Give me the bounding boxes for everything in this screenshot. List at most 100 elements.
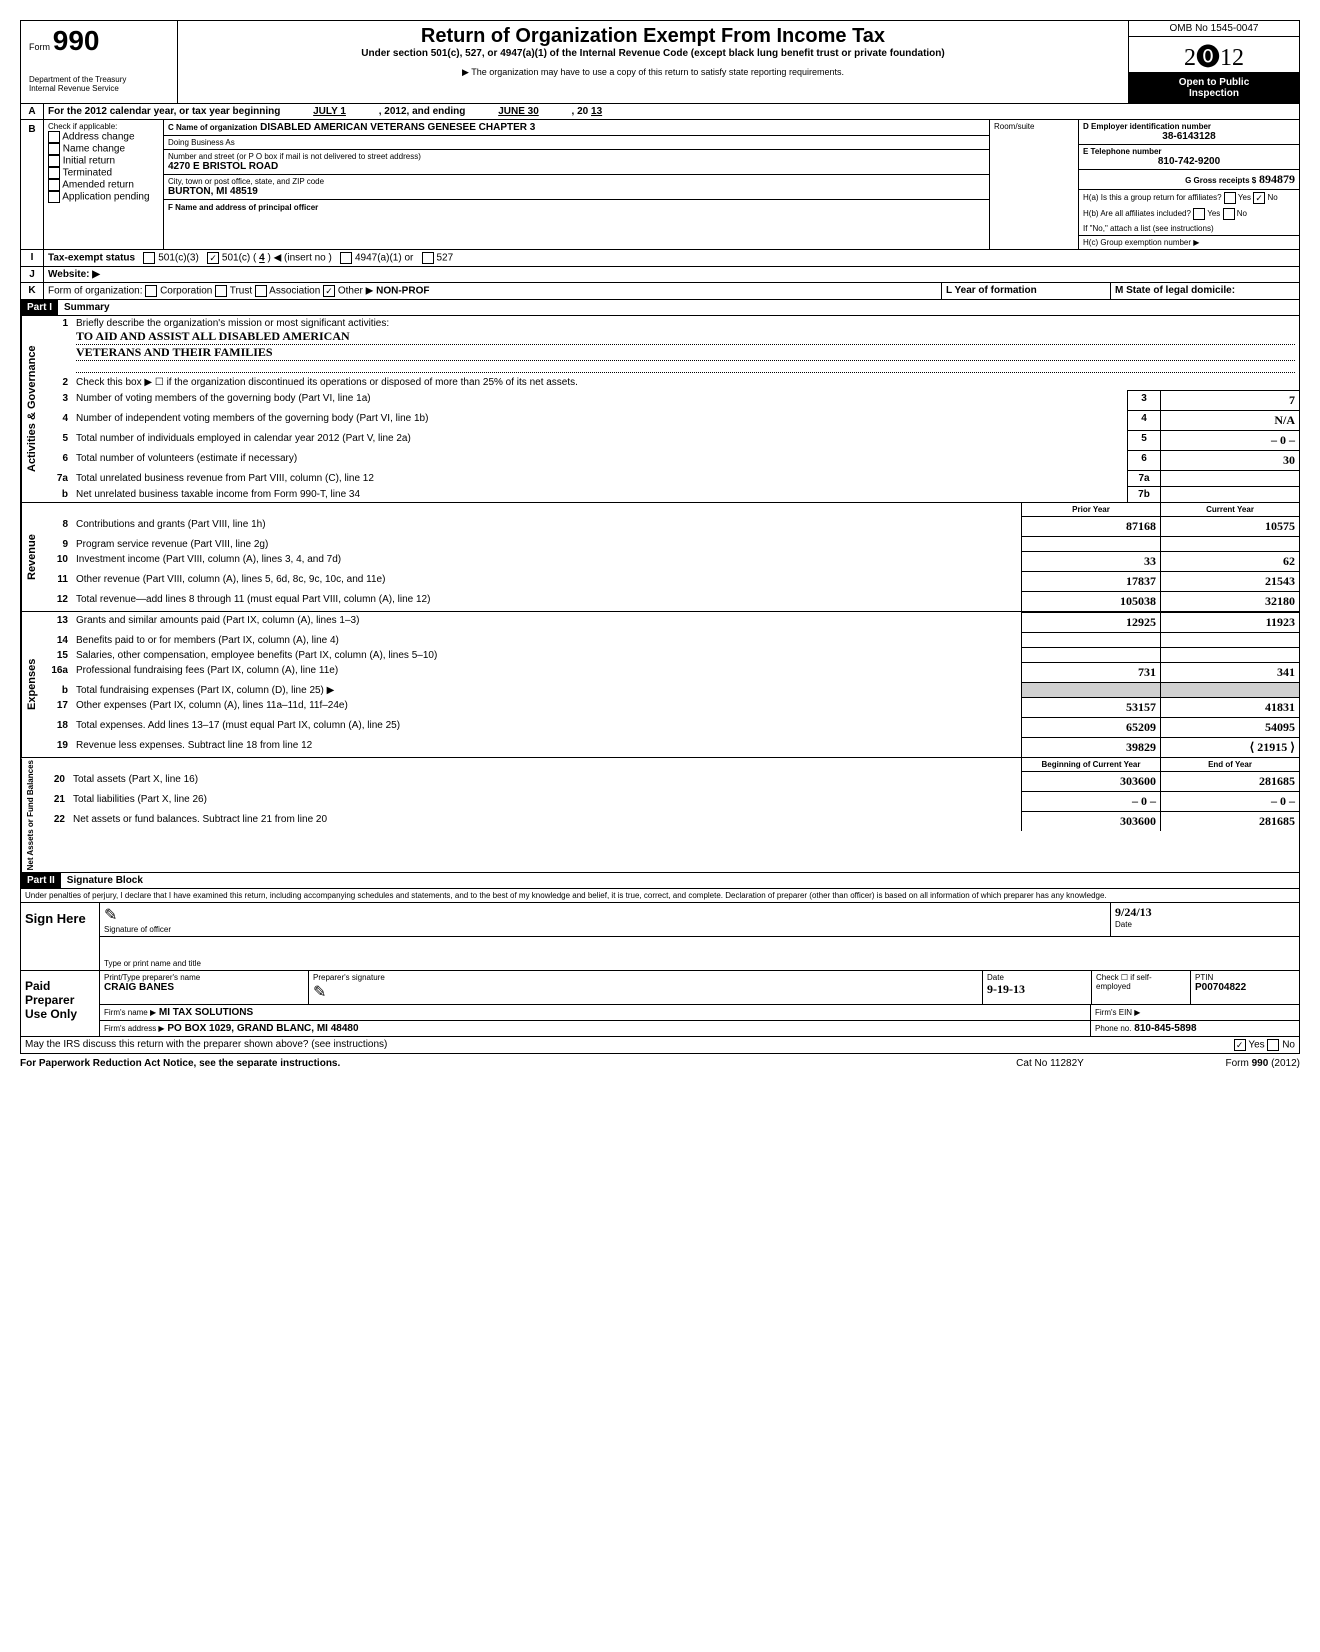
sign-date-value: 9/24/13 (1115, 905, 1295, 920)
ha-no-checkbox[interactable]: ✓ (1253, 192, 1265, 204)
room-col: Room/suite (989, 120, 1079, 249)
preparer-signature[interactable]: ✎ (313, 982, 978, 1002)
hb-yes-checkbox[interactable] (1193, 208, 1205, 220)
discuss-no-checkbox[interactable] (1267, 1039, 1279, 1051)
section-b-h: B Check if applicable: Address change Na… (20, 120, 1300, 250)
discuss-yes-checkbox[interactable]: ✓ (1234, 1039, 1246, 1051)
ptin-value: P00704822 (1195, 982, 1295, 993)
governance-table: 1 Briefly describe the organization's mi… (42, 316, 1299, 502)
prep-date-value: 9-19-13 (987, 982, 1087, 997)
4947-checkbox[interactable] (340, 252, 352, 264)
q1-label: Briefly describe the organization's miss… (76, 318, 1295, 329)
firm-phone: 810-845-5898 (1134, 1023, 1196, 1034)
open-label: Open to Public (1133, 77, 1295, 88)
irs: Internal Revenue Service (29, 84, 169, 93)
net-assets-section: Net Assets or Fund Balances Beginning of… (20, 758, 1300, 873)
hb-no-checkbox[interactable] (1223, 208, 1235, 220)
ha-yes-checkbox[interactable] (1224, 192, 1236, 204)
hb-label: H(b) Are all affiliates included? (1083, 209, 1191, 218)
g-label: G Gross receipts $ (1185, 176, 1256, 185)
line-10: 10Investment income (Part VIII, column (… (42, 552, 1299, 572)
website-label: Website: ▶ (44, 267, 1299, 282)
other-checkbox[interactable]: ✓ (323, 285, 335, 297)
line-6: 6Total number of volunteers (estimate if… (42, 451, 1299, 471)
vlabel-expenses: Expenses (21, 612, 42, 757)
line-22: 22Net assets or fund balances. Subtract … (39, 812, 1299, 832)
part1-header-row: Part I Summary (20, 300, 1300, 316)
line-a-yr: 13 (591, 106, 602, 117)
line-7a: 7aTotal unrelated business revenue from … (42, 471, 1299, 487)
form-number-box: Form 990 Department of the Treasury Inte… (21, 21, 178, 103)
sign-date-label: Date (1115, 920, 1295, 929)
row-label-i: I (21, 250, 44, 266)
corp-checkbox[interactable] (145, 285, 157, 297)
form-footer: Form 990 (2012) (1150, 1058, 1300, 1069)
prep-name: CRAIG BANES (104, 982, 304, 993)
net-assets-table: Beginning of Current Year End of Year 20… (39, 758, 1299, 831)
part2-title: Signature Block (61, 873, 149, 888)
q1-answer-2: VETERANS AND THEIR FAMILIES (76, 345, 1295, 361)
vlabel-net: Net Assets or Fund Balances (21, 758, 39, 872)
form-prefix: Form (29, 42, 50, 52)
501c-number: 4 (259, 253, 265, 264)
form-header: Form 990 Department of the Treasury Inte… (20, 20, 1300, 104)
check-pending[interactable]: Application pending (48, 191, 159, 203)
subtitle: Under section 501(c), 527, or 4947(a)(1)… (182, 48, 1124, 59)
line-9: 9Program service revenue (Part VIII, lin… (42, 537, 1299, 552)
cat-no: Cat No 11282Y (950, 1058, 1150, 1069)
501c3-checkbox[interactable] (143, 252, 155, 264)
gross-receipts: 894879 (1259, 172, 1295, 186)
officer-signature[interactable]: ✎ (104, 905, 1106, 925)
check-initial[interactable]: Initial return (48, 155, 159, 167)
dept-treasury: Department of the Treasury (29, 75, 169, 84)
line-a-begin: JULY 1 (283, 106, 376, 117)
line-7b: bNet unrelated business taxable income f… (42, 487, 1299, 503)
footer-row: For Paperwork Reduction Act Notice, see … (20, 1054, 1300, 1073)
title-box: Return of Organization Exempt From Incom… (178, 21, 1128, 103)
line-k: K Form of organization: Corporation Trus… (20, 283, 1300, 300)
c-label: C Name of organization (168, 123, 257, 132)
note: ▶ The organization may have to use a cop… (182, 67, 1124, 78)
year: 2⓿201212 (1129, 37, 1299, 73)
line-14: 14Benefits paid to or for members (Part … (42, 633, 1299, 648)
line-20: 20Total assets (Part X, line 16)30360028… (39, 772, 1299, 792)
open-public: Open to Public Inspection (1129, 73, 1299, 103)
firm-ein-label: Firm's EIN ▶ (1095, 1008, 1140, 1017)
check-self-employed[interactable]: Check ☐ if self-employed (1092, 971, 1191, 1004)
part1-title: Summary (58, 300, 116, 315)
line-13: 13Grants and similar amounts paid (Part … (42, 613, 1299, 633)
h-note: If "No," attach a list (see instructions… (1079, 222, 1299, 236)
e-label: E Telephone number (1083, 147, 1295, 156)
check-applicable-label: Check if applicable: (48, 122, 159, 131)
check-amended[interactable]: Amended return (48, 179, 159, 191)
d-label: D Employer identification number (1083, 122, 1295, 131)
line-11: 11Other revenue (Part VIII, column (A), … (42, 572, 1299, 592)
h-a-row: H(a) Is this a group return for affiliat… (1079, 190, 1299, 206)
part2-header-row: Part II Signature Block (20, 873, 1300, 889)
527-checkbox[interactable] (422, 252, 434, 264)
hc-label: H(c) Group exemption number ▶ (1079, 236, 1299, 249)
firm-name-label: Firm's name ▶ (104, 1008, 156, 1017)
check-terminated[interactable]: Terminated (48, 167, 159, 179)
assoc-checkbox[interactable] (255, 285, 267, 297)
sign-here-label: Sign Here (21, 903, 100, 970)
check-name[interactable]: Name change (48, 143, 159, 155)
501c-checkbox[interactable]: ✓ (207, 252, 219, 264)
phone-value: 810-742-9200 (1083, 156, 1295, 167)
line-19: 19Revenue less expenses. Subtract line 1… (42, 738, 1299, 758)
line-12: 12Total revenue—add lines 8 through 11 (… (42, 592, 1299, 612)
line-8: 8Contributions and grants (Part VIII, li… (42, 517, 1299, 537)
type-name-label: Type or print name and title (104, 959, 1295, 968)
sign-here-block: Sign Here ✎ Signature of officer 9/24/13… (20, 903, 1300, 971)
name-addr-col: C Name of organization DISABLED AMERICAN… (164, 120, 989, 249)
ptin-label: PTIN (1195, 973, 1295, 982)
current-year-header: Current Year (1161, 503, 1300, 517)
main-title: Return of Organization Exempt From Incom… (182, 25, 1124, 48)
trust-checkbox[interactable] (215, 285, 227, 297)
other-value: NON-PROF (376, 286, 429, 297)
inspection-label: Inspection (1133, 88, 1295, 99)
check-address[interactable]: Address change (48, 131, 159, 143)
expenses-table: 13Grants and similar amounts paid (Part … (42, 612, 1299, 757)
org-name: DISABLED AMERICAN VETERANS GENESEE CHAPT… (260, 122, 535, 133)
q2-text: Check this box ▶ ☐ if the organization d… (72, 375, 1299, 391)
